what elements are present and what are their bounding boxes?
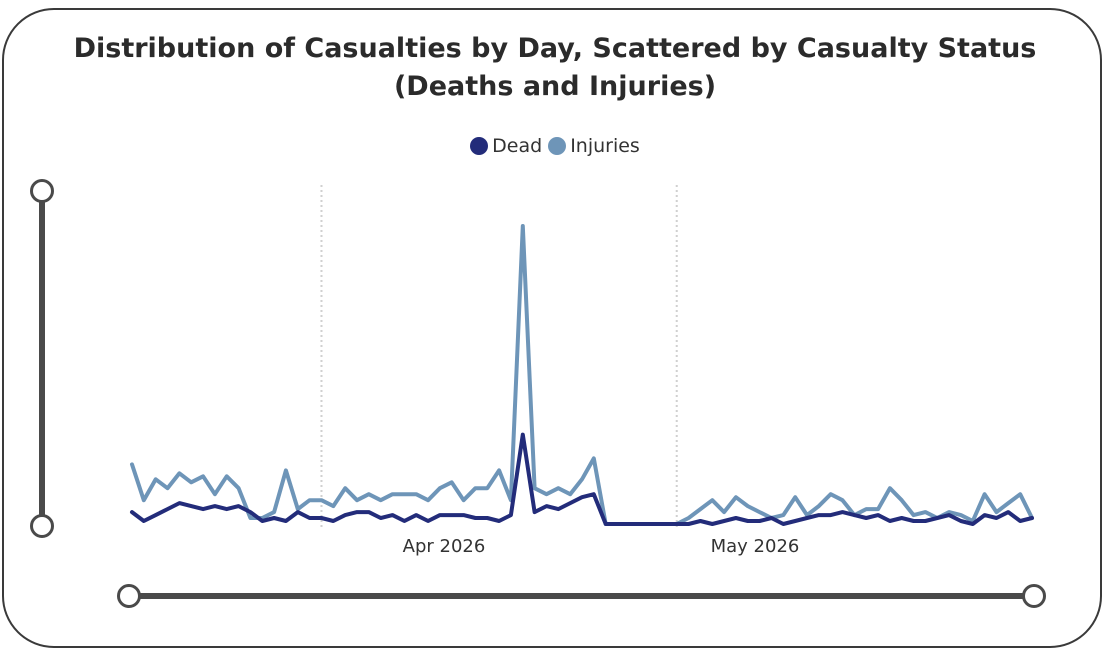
- x-tick-label: Apr 2026: [402, 536, 486, 557]
- series-line-injuries[interactable]: [130, 224, 1034, 526]
- chart-legend: Dead Injuries: [0, 135, 1110, 157]
- line-chart: [130, 185, 1034, 527]
- vertical-slider-top-handle[interactable]: [30, 179, 54, 203]
- legend-label-injuries: Injuries: [570, 135, 640, 157]
- legend-item-injuries[interactable]: Injuries: [548, 135, 640, 157]
- vertical-slider-bottom-handle[interactable]: [30, 514, 54, 538]
- horizontal-zoom-slider[interactable]: [130, 593, 1036, 599]
- chart-card: [2, 8, 1102, 648]
- chart-subtitle: (Deaths and Injuries): [393, 71, 717, 102]
- chart-title: Distribution of Casualties by Day, Scatt…: [0, 30, 1110, 106]
- horizontal-slider-right-handle[interactable]: [1022, 584, 1046, 608]
- legend-swatch-injuries: [548, 137, 567, 155]
- x-tick-label: May 2026: [710, 536, 800, 557]
- vertical-zoom-slider[interactable]: [39, 190, 45, 526]
- chart-title-line1: Distribution of Casualties by Day, Scatt…: [73, 33, 1037, 64]
- legend-item-dead[interactable]: Dead: [470, 135, 542, 157]
- horizontal-slider-left-handle[interactable]: [117, 584, 141, 608]
- legend-swatch-dead: [470, 137, 489, 155]
- legend-label-dead: Dead: [492, 135, 543, 157]
- series-line-dead[interactable]: [130, 432, 1034, 526]
